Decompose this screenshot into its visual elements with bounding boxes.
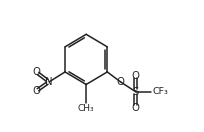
Text: CF₃: CF₃ (152, 87, 168, 96)
Text: O: O (32, 86, 40, 96)
Text: O: O (132, 103, 140, 113)
Text: O: O (132, 71, 140, 81)
Text: O: O (32, 67, 40, 77)
Text: N: N (45, 77, 53, 87)
Text: O: O (116, 77, 124, 87)
Text: S: S (132, 87, 139, 97)
Text: CH₃: CH₃ (78, 104, 94, 113)
